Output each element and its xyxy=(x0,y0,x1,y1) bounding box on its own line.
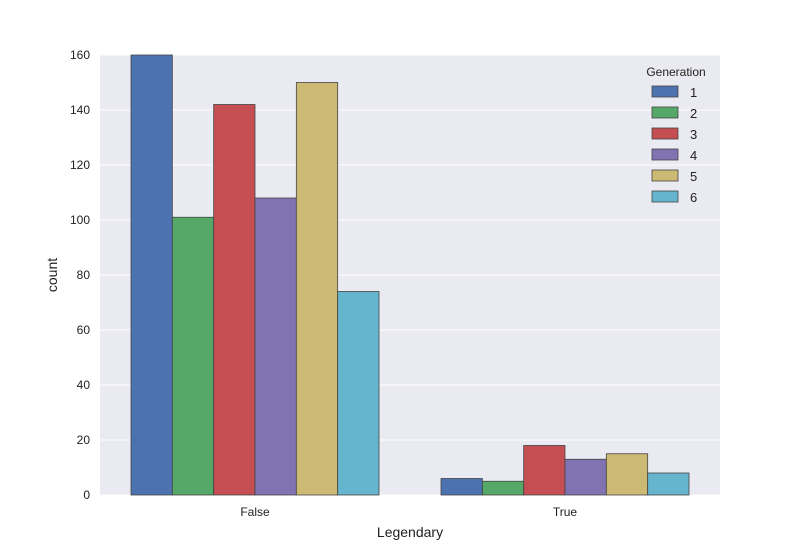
legend-swatch xyxy=(651,106,679,119)
y-tick-label: 60 xyxy=(77,323,91,337)
bar-true-gen-3 xyxy=(523,445,566,496)
y-tick-label: 20 xyxy=(77,433,91,447)
bar-false-gen-4 xyxy=(254,197,297,496)
y-axis-ticks: 0 20 40 60 80 100 120 140 160 xyxy=(70,48,90,502)
legend-swatch xyxy=(651,85,679,98)
bar-true-gen-4 xyxy=(564,458,607,496)
legend-swatch xyxy=(651,169,679,182)
x-tick-label: True xyxy=(553,505,578,519)
legend-label: 2 xyxy=(690,106,697,121)
legend: Generation 1 2 3 4 5 6 xyxy=(646,65,705,205)
bar-false-gen-1 xyxy=(130,54,173,496)
legend-label: 6 xyxy=(690,190,697,205)
y-tick-label: 80 xyxy=(77,268,91,282)
legend-title: Generation xyxy=(646,65,705,79)
x-axis-ticks: False True xyxy=(240,505,577,519)
x-axis-label: Legendary xyxy=(377,524,443,540)
legend-label: 4 xyxy=(690,148,697,163)
x-tick-label: False xyxy=(240,505,270,519)
y-axis-label: count xyxy=(44,258,60,292)
y-tick-label: 120 xyxy=(70,158,90,172)
legend-label: 5 xyxy=(690,169,697,184)
bar-true-gen-6 xyxy=(647,472,690,496)
legend-label: 1 xyxy=(690,85,697,100)
y-tick-label: 160 xyxy=(70,48,90,62)
legend-swatch xyxy=(651,127,679,140)
bar-true-gen-2 xyxy=(481,480,525,496)
y-tick-label: 100 xyxy=(70,213,90,227)
bar-false-gen-5 xyxy=(295,82,339,496)
bars xyxy=(130,54,690,496)
y-tick-label: 40 xyxy=(77,378,91,392)
legend-swatch xyxy=(651,190,679,203)
bar-true-gen-5 xyxy=(605,453,649,496)
bar-true-gen-1 xyxy=(440,478,483,496)
legend-swatch xyxy=(651,148,679,161)
bar-false-gen-2 xyxy=(171,216,215,496)
y-tick-label: 140 xyxy=(70,103,90,117)
legend-label: 3 xyxy=(690,127,697,142)
bar-false-gen-6 xyxy=(337,291,380,496)
bar-false-gen-3 xyxy=(213,104,256,496)
y-tick-label: 0 xyxy=(83,488,90,502)
